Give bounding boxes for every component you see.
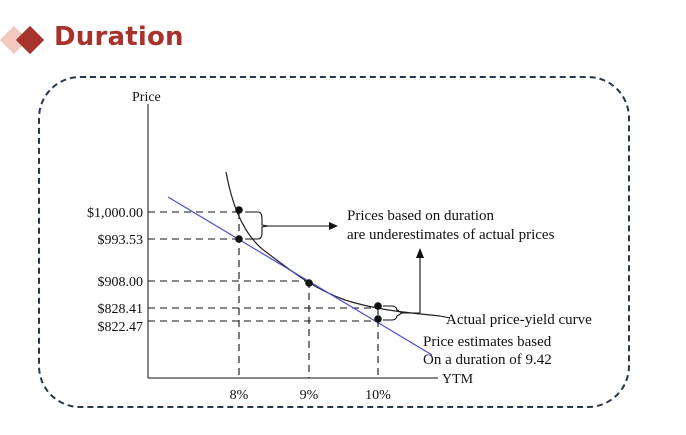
dashed-frame	[38, 76, 630, 408]
x-tick-label: 8%	[230, 388, 249, 403]
data-point	[235, 206, 243, 214]
arrowhead-right-icon	[329, 222, 338, 230]
data-point	[305, 279, 313, 287]
annotation-text: are underestimates of actual prices	[347, 227, 555, 243]
data-point	[374, 302, 382, 310]
y-tick-label: $1,000.00	[87, 206, 143, 221]
x-tick-label: 10%	[365, 388, 391, 403]
data-point	[374, 315, 382, 323]
y-tick-label: $822.47	[98, 320, 144, 335]
annotation-text: Prices based on duration	[347, 208, 495, 224]
x-axis-label: YTM	[442, 372, 474, 387]
bracket-8pct	[245, 211, 269, 240]
curve-label-leader	[439, 315, 451, 319]
duration-tangent-line	[167, 196, 433, 356]
y-tick-label: $828.41	[98, 302, 144, 317]
arrowhead-up-icon	[416, 248, 424, 258]
curve-label: Actual price-yield curve	[446, 312, 592, 328]
estimate-label: On a duration of 9.42	[423, 352, 552, 368]
actual-price-curve	[225, 171, 441, 317]
data-point	[235, 235, 243, 243]
y-axis-label: Price	[132, 90, 161, 105]
slide-title: Duration	[54, 22, 184, 52]
estimate-label: Price estimates based	[423, 334, 552, 350]
y-tick-label: $908.00	[98, 275, 144, 290]
x-tick-label: 9%	[300, 388, 319, 403]
slide-header: Duration	[0, 22, 686, 58]
bracket-10pct	[383, 305, 404, 321]
y-tick-label: $993.53	[98, 233, 144, 248]
